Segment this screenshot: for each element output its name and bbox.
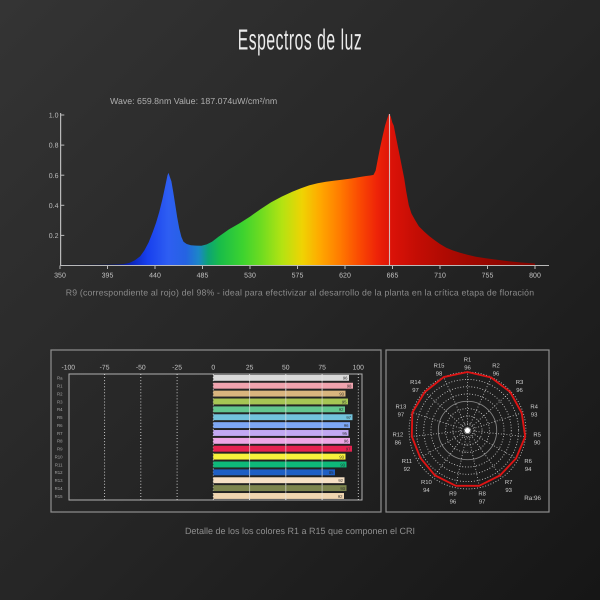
svg-text:575: 575 (292, 273, 304, 280)
svg-text:665: 665 (387, 273, 399, 280)
svg-text:92: 92 (339, 407, 344, 412)
svg-text:97: 97 (398, 411, 405, 418)
svg-text:395: 395 (102, 273, 114, 280)
svg-text:75: 75 (318, 365, 326, 372)
svg-text:R4: R4 (530, 403, 538, 410)
svg-text:93: 93 (339, 391, 344, 396)
svg-text:96: 96 (516, 387, 523, 394)
svg-text:755: 755 (482, 273, 494, 280)
svg-text:92: 92 (338, 494, 343, 499)
svg-text:93: 93 (340, 486, 345, 491)
svg-text:96: 96 (493, 371, 500, 378)
svg-text:-75: -75 (100, 365, 110, 372)
svg-text:R8: R8 (478, 490, 486, 497)
svg-text:-100: -100 (61, 365, 75, 372)
svg-text:710: 710 (434, 273, 446, 280)
svg-text:98: 98 (347, 384, 352, 389)
svg-text:R10: R10 (55, 454, 63, 459)
svg-text:95: 95 (342, 399, 347, 404)
svg-text:R10: R10 (421, 479, 433, 486)
svg-text:100: 100 (353, 365, 365, 372)
svg-text:Detalle de los los colores R1: Detalle de los los colores R1 a R15 que … (185, 526, 415, 536)
svg-text:97: 97 (346, 415, 351, 420)
svg-text:40: 40 (465, 442, 470, 447)
svg-text:94: 94 (423, 487, 430, 494)
svg-text:R14: R14 (55, 486, 63, 491)
svg-text:93: 93 (339, 454, 344, 459)
svg-text:96: 96 (344, 423, 349, 428)
svg-text:R15: R15 (434, 363, 446, 370)
svg-text:Ra: Ra (57, 376, 63, 381)
svg-text:440: 440 (149, 273, 161, 280)
svg-text:R9 (correspondiente al rojo) d: R9 (correspondiente al rojo) del 98% - i… (66, 288, 534, 298)
svg-text:R3: R3 (57, 399, 63, 404)
svg-text:R6: R6 (57, 423, 63, 428)
svg-text:R7: R7 (57, 431, 63, 436)
svg-text:R5: R5 (57, 415, 63, 420)
svg-text:97: 97 (479, 498, 486, 505)
svg-text:96: 96 (343, 376, 348, 381)
svg-text:98: 98 (436, 371, 443, 378)
svg-text:60: 60 (464, 449, 469, 454)
svg-text:R2: R2 (492, 363, 500, 370)
svg-text:R13: R13 (55, 478, 63, 483)
svg-text:350: 350 (54, 273, 66, 280)
svg-text:R15: R15 (55, 494, 63, 499)
svg-text:90: 90 (534, 439, 541, 446)
svg-text:R11: R11 (402, 458, 412, 465)
svg-text:Ra:96: Ra:96 (524, 495, 541, 502)
svg-text:94: 94 (525, 466, 532, 473)
svg-text:R11: R11 (55, 462, 63, 467)
svg-text:0.2: 0.2 (49, 233, 59, 240)
svg-text:25: 25 (246, 365, 254, 372)
svg-text:97: 97 (412, 387, 419, 394)
svg-text:-25: -25 (172, 365, 182, 372)
svg-text:Espectros de luz: Espectros de luz (238, 25, 362, 57)
svg-text:R7: R7 (505, 479, 513, 486)
svg-text:85: 85 (329, 470, 334, 475)
svg-text:800: 800 (529, 273, 541, 280)
svg-text:1.0: 1.0 (49, 113, 59, 120)
svg-text:R13: R13 (395, 403, 407, 410)
svg-text:R14: R14 (410, 379, 422, 386)
svg-text:-50: -50 (136, 365, 146, 372)
svg-text:R1: R1 (464, 357, 472, 364)
svg-text:R9: R9 (449, 490, 457, 497)
svg-text:620: 620 (339, 273, 351, 280)
svg-text:530: 530 (244, 273, 256, 280)
svg-text:0.4: 0.4 (49, 203, 59, 210)
svg-text:93: 93 (531, 411, 538, 418)
svg-text:93: 93 (340, 462, 345, 467)
svg-text:93: 93 (505, 487, 512, 494)
svg-text:86: 86 (395, 439, 402, 446)
svg-text:R4: R4 (57, 407, 63, 412)
svg-text:R8: R8 (57, 439, 63, 444)
svg-text:95: 95 (342, 431, 347, 436)
svg-text:R3: R3 (516, 379, 524, 386)
svg-text:0.6: 0.6 (49, 173, 59, 180)
svg-text:96: 96 (344, 439, 349, 444)
svg-text:92: 92 (338, 478, 343, 483)
svg-text:R12: R12 (392, 431, 403, 438)
svg-text:R6: R6 (524, 458, 532, 465)
svg-text:0: 0 (211, 365, 215, 372)
svg-text:92: 92 (404, 466, 411, 473)
svg-text:96: 96 (450, 498, 457, 505)
svg-text:97: 97 (346, 447, 351, 452)
svg-text:485: 485 (197, 273, 209, 280)
svg-text:R9: R9 (57, 447, 63, 452)
svg-text:96: 96 (464, 365, 471, 372)
svg-text:Wave: 659.8nm Value: 187.074uW: Wave: 659.8nm Value: 187.074uW/cm²/nm (110, 96, 277, 106)
svg-text:R12: R12 (55, 470, 63, 475)
svg-text:R2: R2 (57, 391, 63, 396)
svg-text:R1: R1 (57, 384, 63, 389)
svg-text:50: 50 (282, 365, 290, 372)
svg-text:R5: R5 (533, 431, 541, 438)
svg-text:0.8: 0.8 (49, 143, 59, 150)
